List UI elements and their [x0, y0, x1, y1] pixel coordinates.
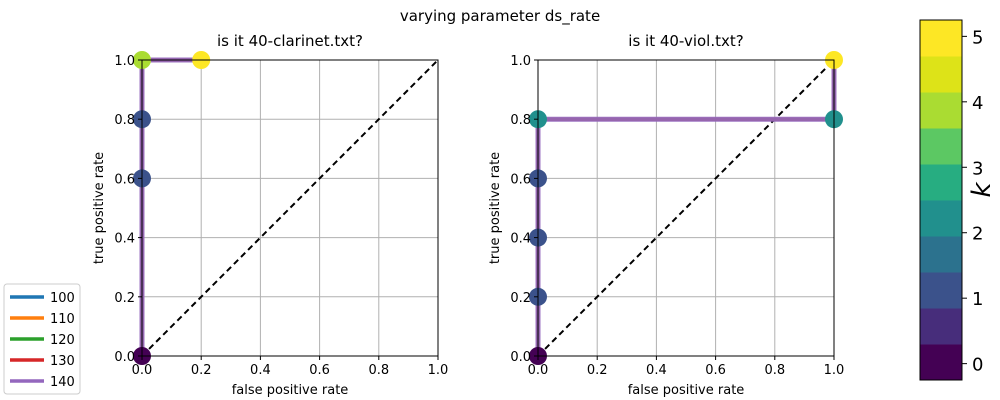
colorbar-segment — [920, 200, 962, 237]
y-tick-label: 0.0 — [114, 350, 135, 365]
colorbar-segment — [920, 272, 962, 309]
colorbar-frame — [919, 19, 963, 381]
axes-frame — [141, 59, 439, 357]
colorbar-segment — [920, 20, 962, 57]
x-tick-label: 0.2 — [191, 363, 212, 378]
y-tick-label: 1.0 — [510, 54, 531, 69]
y-tick-label: 0.8 — [114, 113, 135, 128]
colorbar-tick-label: 2 — [972, 224, 983, 245]
colorbar-segment — [920, 92, 962, 129]
colorbar-tick-label: 4 — [972, 93, 983, 114]
legend: 100 110 120 130 140 — [3, 283, 81, 395]
figure-suptitle: varying parameter ds_rate — [400, 7, 600, 26]
colorbar-segment — [920, 56, 962, 93]
legend-label-110: 110 — [50, 312, 75, 327]
y-tick-label: 0.6 — [114, 172, 135, 187]
x-tick-label: 0.8 — [368, 363, 389, 378]
y-axis-label: true positive rate — [488, 152, 503, 264]
colorbar-segment — [920, 128, 962, 165]
plot-area — [142, 60, 438, 356]
colorbar-segment — [920, 308, 962, 345]
colorbar: 0 1 2 3 4 5 k — [919, 19, 997, 381]
plot-area — [538, 60, 834, 356]
x-tick-label: 0.2 — [587, 363, 608, 378]
legend-label-120: 120 — [50, 333, 75, 348]
colorbar-segment — [920, 236, 962, 273]
roc-panel-clarinet: 0.0 0.2 0.4 0.6 0.8 1.0 0.0 0.2 0.4 0.6 0.8 1.0 is i… — [92, 32, 448, 398]
y-tick-label: 0.4 — [510, 232, 531, 247]
x-tick-label: 1.0 — [824, 363, 845, 378]
axes-frame — [537, 59, 835, 357]
y-tick-label: 0.2 — [114, 291, 135, 306]
x-tick-label: 0.0 — [132, 363, 153, 378]
x-tick-label: 0.6 — [309, 363, 330, 378]
y-tick-label: 1.0 — [114, 54, 135, 69]
y-axis-label: true positive rate — [92, 152, 107, 264]
colorbar-segment — [920, 164, 962, 201]
x-axis-label: false positive rate — [232, 383, 349, 398]
y-tick-label: 0.2 — [510, 291, 531, 306]
colorbar-tick-label: 5 — [972, 27, 983, 48]
y-tick-label: 0.6 — [510, 172, 531, 187]
x-tick-label: 0.0 — [528, 363, 549, 378]
x-tick-label: 0.4 — [646, 363, 667, 378]
panel-title: is it 40-viol.txt? — [628, 32, 743, 50]
colorbar-segment — [920, 344, 962, 381]
y-tick-label: 0.8 — [510, 113, 531, 128]
y-tick-label: 0.0 — [510, 350, 531, 365]
legend-label-140: 140 — [50, 375, 75, 390]
x-tick-label: 0.6 — [705, 363, 726, 378]
colorbar-tick-label: 3 — [972, 158, 983, 179]
x-tick-label: 1.0 — [428, 363, 449, 378]
legend-label-100: 100 — [50, 291, 75, 306]
legend-label-130: 130 — [50, 354, 75, 369]
x-axis-label: false positive rate — [628, 383, 745, 398]
colorbar-tick-label: 0 — [972, 355, 983, 376]
roc-panel-viol: 0.0 0.2 0.4 0.6 0.8 1.0 0.0 0.2 0.4 0.6 0.8 1.0 is i… — [488, 32, 844, 398]
colorbar-label: k — [967, 182, 997, 198]
panel-title: is it 40-clarinet.txt? — [217, 32, 363, 50]
y-tick-label: 0.4 — [114, 232, 135, 247]
x-tick-label: 0.4 — [250, 363, 271, 378]
colorbar-tick-label: 1 — [972, 289, 983, 310]
x-tick-label: 0.8 — [764, 363, 785, 378]
